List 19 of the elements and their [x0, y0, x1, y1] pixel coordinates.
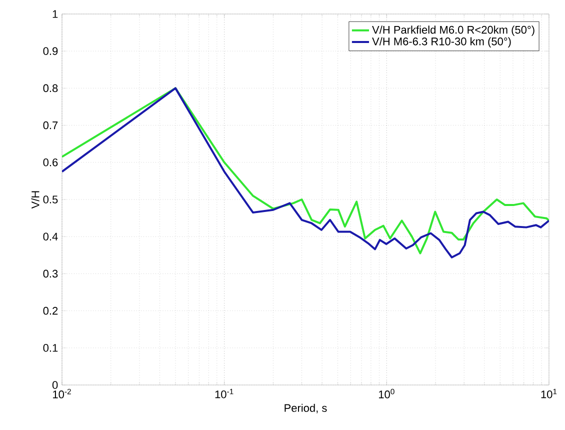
y-tick-label: 0.3 — [43, 270, 58, 278]
y-tick-label: 0 — [52, 381, 58, 389]
y-tick-label: 1 — [52, 10, 58, 18]
y-tick-label: 0.4 — [43, 232, 58, 240]
y-axis-title: V/H — [31, 191, 40, 209]
x-tick-label: 10$^{-1}$ — [215, 388, 234, 398]
x-tick-label: 10$^{0}$ — [378, 388, 394, 398]
y-tick-label: 0.7 — [43, 121, 58, 130]
y-tick-label: 0.2 — [43, 306, 58, 315]
x-tick-label: 10$^{1}$ — [541, 388, 557, 398]
y-tick-label: 0.1 — [43, 344, 58, 352]
y-tick-label: 0.5 — [43, 196, 58, 204]
y-tick-label: 0.8 — [43, 84, 58, 92]
legend-label: V/H M6-6.3 R10-30 km (50°) — [372, 37, 511, 48]
y-tick-label: 0.6 — [43, 158, 58, 166]
x-axis-title: Period, s — [284, 404, 327, 414]
y-tick-label: 0.9 — [43, 47, 58, 55]
legend-label: V/H Parkfield M6.0 R<20km (50°) — [372, 26, 534, 36]
x-tick-label: 10$^{-2}$ — [53, 388, 71, 398]
